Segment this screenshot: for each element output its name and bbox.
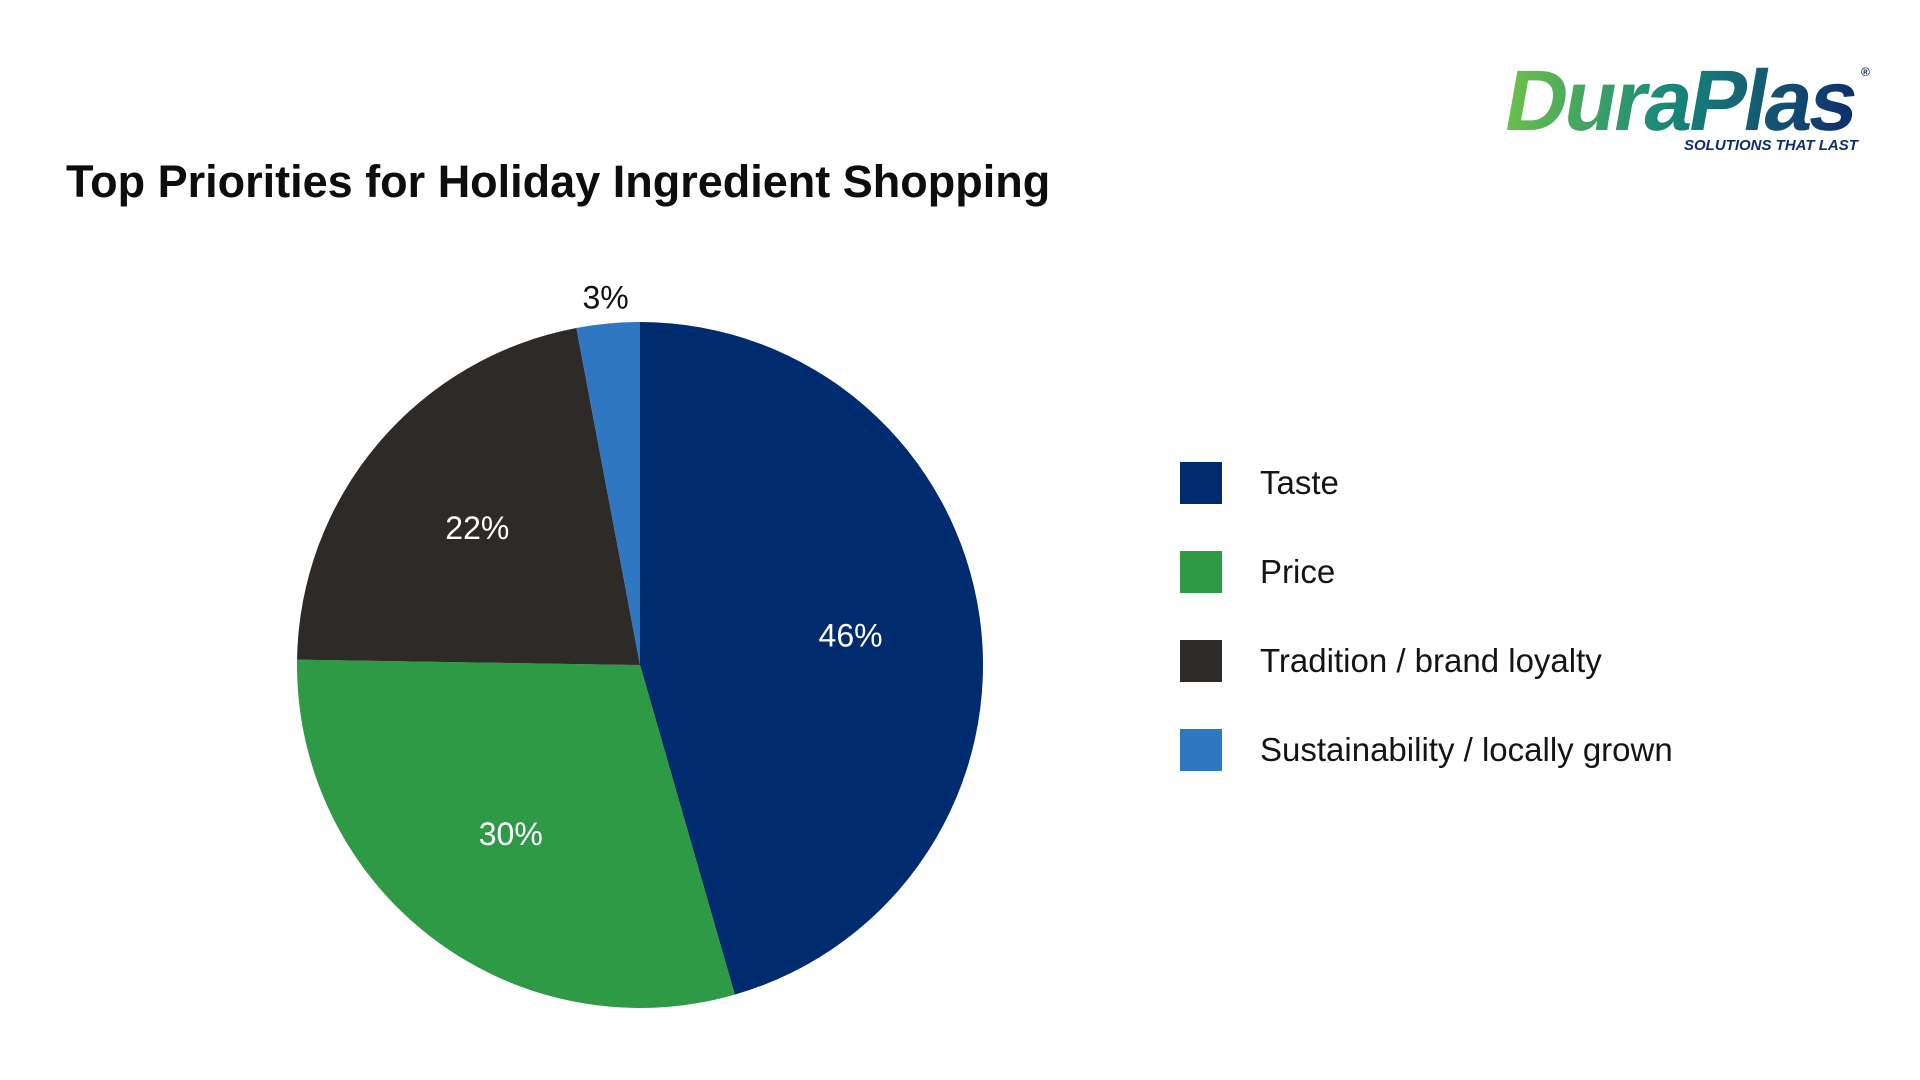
logo-tagline: SOLUTIONS THAT LAST: [1684, 137, 1860, 154]
pie-slices: [297, 322, 984, 1008]
legend-item-tradition: Tradition / brand loyalty: [1180, 640, 1673, 682]
duraplas-logo: DuraPlas ® SOLUTIONS THAT LAST: [1498, 58, 1870, 154]
data-label-sustainability: 3%: [582, 280, 628, 316]
legend-label-tradition: Tradition / brand loyalty: [1260, 642, 1602, 679]
chart-title: Top Priorities for Holiday Ingredient Sh…: [66, 156, 1051, 207]
pie-slice-sustainability: [576, 322, 640, 665]
pie-data-labels: 46% 30% 22% 3%: [445, 280, 882, 852]
legend-swatch-price: [1180, 551, 1222, 593]
pie-slice-tradition: [297, 327, 640, 665]
legend-label-taste: Taste: [1260, 464, 1339, 501]
logo-registered-mark: ®: [1861, 65, 1870, 79]
data-label-price: 30%: [479, 816, 543, 852]
legend-swatch-tradition: [1180, 640, 1222, 682]
legend-item-sustainability: Sustainability / locally grown: [1180, 729, 1673, 771]
pie-slice-taste: [640, 322, 984, 995]
logo-wordmark-plas: Plas: [1682, 58, 1864, 149]
data-label-tradition: 22%: [445, 510, 509, 546]
logo-wordmark-dura: Dura: [1498, 58, 1703, 149]
legend-item-price: Price: [1180, 551, 1673, 593]
legend-swatch-sustainability: [1180, 729, 1222, 771]
pie-slice-price: [297, 659, 735, 1008]
legend-label-sustainability: Sustainability / locally grown: [1260, 731, 1673, 768]
svg-text:DuraPlas: DuraPlas: [1498, 58, 1864, 149]
legend-label-price: Price: [1260, 553, 1336, 590]
legend-item-taste: Taste: [1180, 462, 1673, 504]
legend-swatch-taste: [1180, 462, 1222, 504]
data-label-taste: 46%: [819, 617, 883, 653]
chart-legend: Taste Price Tradition / brand loyalty Su…: [1180, 462, 1673, 818]
